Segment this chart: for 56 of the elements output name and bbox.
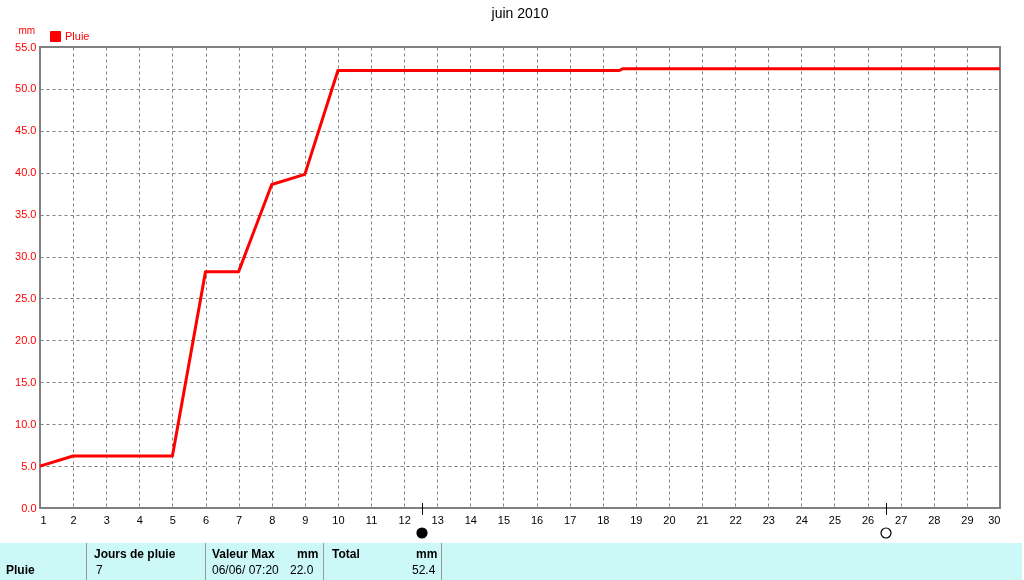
line-series (38, 67, 1002, 468)
x-tick-label: 16 (530, 513, 544, 526)
x-tick-label: 1 (40, 513, 47, 526)
x-tick-label: 20 (663, 513, 676, 526)
legend-label: Pluie (65, 29, 90, 42)
x-tick-label: 19 (630, 513, 643, 526)
text: 06/06/ 07:20 (212, 563, 279, 577)
y-tick-label: 0.0 (21, 501, 37, 514)
x-tick-label: 12 (398, 513, 411, 526)
y-tick-label: 25.0 (15, 291, 37, 304)
x-tick-label: 27 (895, 513, 908, 526)
y-tick-label: 5.0 (21, 459, 37, 472)
text: Valeur Max (212, 547, 275, 561)
x-tick-label: 30 (988, 513, 1001, 526)
x-tick-label: 3 (103, 513, 110, 526)
x-tick-label: 2 (70, 513, 77, 526)
y-tick-label: 20.0 (15, 333, 37, 346)
x-tick-label: 6 (202, 513, 210, 526)
x-tick-label: 28 (928, 513, 941, 526)
x-tick-label: 22 (729, 513, 742, 526)
x-tick-label: 29 (961, 513, 974, 526)
x-tick-label: 7 (236, 513, 243, 526)
x-tick-label: 15 (497, 513, 511, 526)
y-tick-label: 40.0 (15, 166, 37, 179)
x-tick-label: 26 (861, 513, 875, 526)
text: Pluie (6, 563, 35, 577)
y-axis-title: mm (18, 24, 36, 36)
x-tick-label: 9 (302, 513, 309, 526)
x-tick-label: 24 (795, 513, 808, 526)
x-tick-label: 10 (332, 513, 345, 526)
x-tick-label: 21 (696, 513, 709, 526)
y-tick-label: 55.0 (15, 40, 37, 53)
y-tick-label: 30.0 (15, 250, 37, 263)
y-tick-label: 45.0 (15, 124, 37, 137)
text: mm (416, 547, 438, 561)
x-tick-label: 4 (136, 513, 143, 526)
y-tick-label: 15.0 (15, 375, 37, 388)
y-tick-label: 50.0 (15, 82, 37, 95)
x-tick-label: 17 (564, 513, 577, 526)
x-tick-label: 18 (597, 513, 610, 526)
text: 22.0 (290, 563, 314, 577)
x-tick-label: 5 (169, 513, 176, 526)
x-tick-label: 14 (464, 513, 477, 526)
y-tick-label: 35.0 (15, 208, 37, 221)
chart-title: juin 2010 (490, 5, 549, 21)
text: Jours de pluie (94, 547, 176, 561)
text: Total (332, 547, 360, 561)
text: 7 (96, 563, 103, 577)
x-tick-label: 23 (762, 513, 775, 526)
x-tick-label: 25 (828, 513, 842, 526)
y-tick-label: 10.0 (15, 417, 37, 430)
x-tick-label: 11 (365, 513, 378, 526)
text: mm (297, 547, 319, 561)
x-tick-label: 8 (269, 513, 276, 526)
text: 52.4 (412, 563, 436, 577)
x-tick-label: 13 (431, 513, 444, 526)
